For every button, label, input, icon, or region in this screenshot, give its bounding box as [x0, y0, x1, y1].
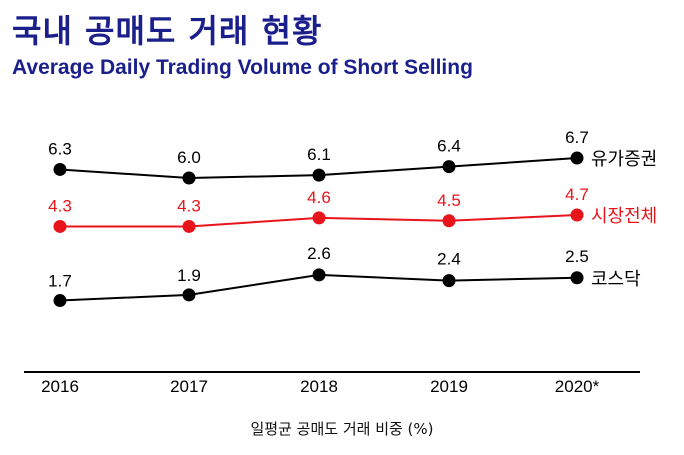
- data-label: 6.1: [307, 145, 331, 164]
- data-point: [182, 219, 196, 233]
- data-label: 6.0: [177, 148, 201, 167]
- data-label: 4.3: [48, 196, 72, 215]
- series-name-label: 코스닥: [591, 269, 641, 290]
- data-point: [442, 274, 456, 288]
- x-axis-label: 일평균 공매도 거래 비중 (%): [250, 420, 434, 438]
- data-point: [182, 171, 196, 185]
- data-label: 6.3: [48, 139, 72, 158]
- chart-subtitle: Average Daily Trading Volume of Short Se…: [12, 56, 473, 79]
- x-tick-label: 2020*: [555, 377, 600, 396]
- data-label: 1.9: [177, 266, 201, 285]
- x-tick-label: 2016: [41, 377, 79, 396]
- data-point: [312, 211, 326, 225]
- data-point: [53, 162, 67, 176]
- data-label: 6.7: [565, 128, 589, 147]
- data-point: [53, 219, 67, 233]
- series-name-label: 유가증권: [591, 149, 657, 170]
- data-label: 2.4: [437, 250, 461, 269]
- data-label: 4.6: [307, 188, 331, 207]
- x-tick-label: 2017: [170, 377, 208, 396]
- data-point: [312, 168, 326, 182]
- data-point: [570, 271, 584, 285]
- data-label: 2.6: [307, 244, 331, 263]
- data-point: [312, 268, 326, 282]
- series-name-label: 시장전체: [591, 206, 657, 227]
- data-point: [53, 294, 67, 308]
- chart-title: 국내 공매도 거래 현황: [12, 12, 323, 50]
- data-point: [570, 208, 584, 222]
- data-point: [442, 160, 456, 174]
- data-point: [442, 214, 456, 228]
- x-tick-label: 2019: [430, 377, 468, 396]
- data-label: 4.7: [565, 185, 589, 204]
- x-tick-label: 2018: [300, 377, 338, 396]
- data-label: 6.4: [437, 137, 461, 156]
- data-label: 1.7: [48, 272, 72, 291]
- data-label: 4.3: [177, 196, 201, 215]
- data-point: [182, 288, 196, 302]
- data-label: 2.5: [565, 247, 589, 266]
- data-label: 4.5: [437, 191, 461, 210]
- data-point: [570, 151, 584, 165]
